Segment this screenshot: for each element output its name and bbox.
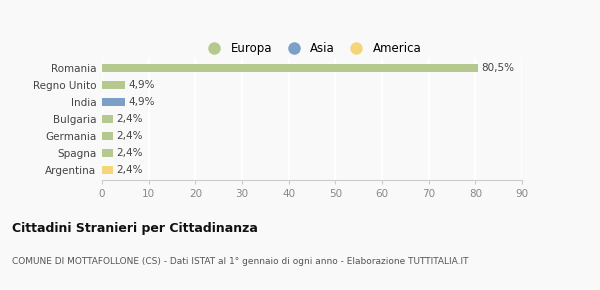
Text: 2,4%: 2,4% <box>116 114 143 124</box>
Text: 4,9%: 4,9% <box>128 97 155 107</box>
Text: COMUNE DI MOTTAFOLLONE (CS) - Dati ISTAT al 1° gennaio di ogni anno - Elaborazio: COMUNE DI MOTTAFOLLONE (CS) - Dati ISTAT… <box>12 257 469 266</box>
Bar <box>102 149 113 157</box>
Text: 2,4%: 2,4% <box>116 165 143 175</box>
Bar <box>102 98 125 106</box>
Text: 4,9%: 4,9% <box>128 80 155 90</box>
Bar <box>102 115 113 123</box>
Text: Cittadini Stranieri per Cittadinanza: Cittadini Stranieri per Cittadinanza <box>12 222 258 235</box>
Bar <box>102 81 125 89</box>
Text: 80,5%: 80,5% <box>481 63 514 73</box>
Bar <box>102 166 113 174</box>
Legend: Europa, Asia, America: Europa, Asia, America <box>203 42 421 55</box>
Bar <box>102 64 478 72</box>
Bar <box>102 132 113 140</box>
Text: 2,4%: 2,4% <box>116 131 143 141</box>
Text: 2,4%: 2,4% <box>116 148 143 158</box>
